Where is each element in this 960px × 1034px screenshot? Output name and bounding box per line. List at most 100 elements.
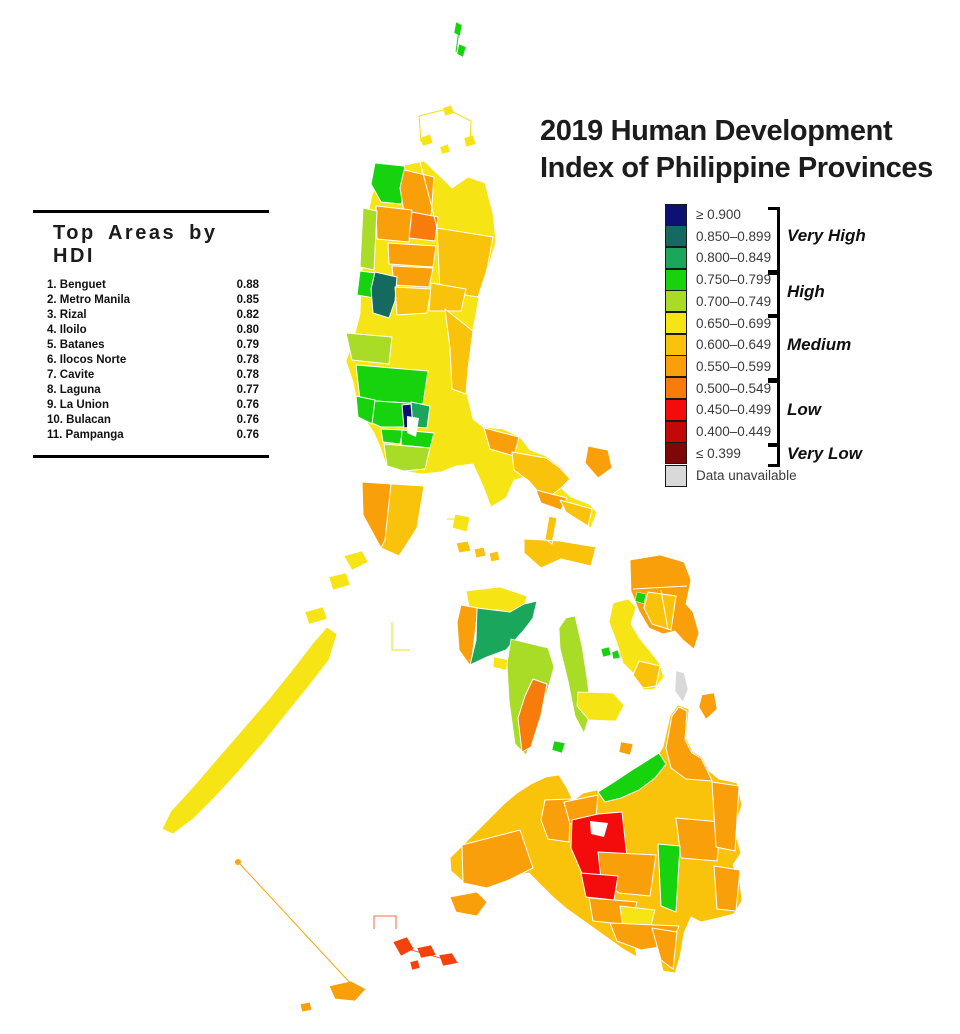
legend-label: 0.500–0.549 (696, 380, 772, 396)
legend-swatch (665, 246, 687, 269)
region-babuyan-islands (419, 104, 477, 155)
area-name: 6. Ilocos Norte (47, 354, 127, 366)
legend-label: 0.550–0.599 (696, 358, 772, 374)
title-line-2: Index of Philippine Provinces (540, 152, 933, 184)
region-benguet (370, 271, 398, 319)
legend-swatch (665, 225, 687, 248)
region-pangasinan (345, 332, 393, 365)
region-occidental-mindoro (361, 481, 392, 549)
area-name: 10. Bulacan (47, 414, 111, 426)
legend-swatch (665, 290, 687, 313)
region-albay (535, 489, 568, 511)
area-name: 2. Metro Manila (47, 294, 131, 306)
area-name: 9. La Union (47, 399, 109, 411)
legend-label: 0.450–0.499 (696, 402, 772, 418)
region-mountain-province (387, 242, 437, 268)
legend-swatch (665, 377, 687, 400)
region-surigao-del-norte (665, 706, 713, 782)
legend-group-label: High (787, 282, 825, 301)
legend-label: 0.750–0.799 (696, 272, 772, 288)
legend-label: Data unavailable (696, 468, 797, 484)
table-row: 8. Laguna 0.77 (37, 383, 265, 398)
region-batangas (383, 443, 431, 472)
region-misamis-oriental (597, 752, 667, 803)
bracket-medium (768, 315, 780, 381)
region-abra (375, 205, 413, 243)
tawi-tawi-leader-dot (235, 859, 241, 865)
region-southern-leyte (632, 660, 661, 689)
legend-swatch (665, 268, 687, 291)
region-siquijor (551, 740, 566, 754)
panay-leader-line (391, 518, 461, 651)
region-sorsogon (559, 499, 593, 527)
area-name: 11. Pampanga (47, 429, 124, 441)
legend-swatch (665, 203, 687, 226)
region-nueva-vizcaya (394, 286, 432, 316)
legend-label: ≥ 0.900 (696, 207, 741, 222)
table-row: 10. Bulacan 0.76 (37, 413, 265, 428)
region-misamis-occidental (540, 798, 572, 843)
legend-group-label: Low (787, 400, 821, 419)
legend-item: 0.450–0.499 (665, 398, 772, 421)
area-value: 0.80 (236, 324, 259, 336)
region-basilan (449, 891, 488, 917)
table-row: 6. Ilocos Norte 0.78 (37, 353, 265, 368)
region-palawan (161, 626, 338, 835)
area-value: 0.76 (236, 429, 259, 441)
legend-item: 0.600–0.649 (665, 333, 771, 356)
table-row: 3. Rizal 0.82 (37, 308, 265, 323)
region-iloilo (469, 600, 538, 666)
region-tawi-tawi (299, 980, 367, 1013)
region-samar-west (643, 591, 677, 631)
region-camarines-sur (511, 451, 571, 501)
region-ilocos-norte (370, 162, 410, 205)
legend-item: 0.800–0.849 (665, 246, 771, 269)
legend-label: 0.400–0.449 (696, 424, 772, 439)
bracket-very-low (768, 444, 780, 467)
legend-swatch (665, 398, 687, 421)
laguna-de-bay-lake (407, 416, 419, 437)
legend-swatch (665, 312, 687, 334)
region-surigao-del-sur (711, 781, 740, 852)
region-siargao (698, 692, 718, 720)
area-name: 8. Laguna (47, 384, 101, 396)
area-value: 0.85 (236, 294, 259, 306)
region-laguna (400, 429, 435, 449)
legend-group-label: Very Low (787, 444, 862, 463)
region-ifugao (391, 265, 434, 288)
legend-swatch (665, 464, 687, 487)
legend-item: ≥ 0.900 (665, 203, 741, 226)
region-calamian-islands (304, 550, 369, 625)
region-maguindanao (580, 872, 619, 901)
legend-group-label: Very High (787, 226, 866, 245)
area-value: 0.77 (236, 384, 259, 396)
region-kalinga (408, 211, 439, 242)
legend-label: 0.850–0.899 (696, 228, 772, 244)
region-masbate (523, 515, 597, 569)
table-row: 5. Batanes 0.79 (37, 338, 265, 353)
region-davao-de-oro (657, 843, 681, 913)
bracket-low (768, 380, 780, 446)
region-sulu (392, 936, 459, 971)
legend-label: 0.700–0.749 (696, 293, 772, 309)
area-name: 4. Iloilo (47, 324, 87, 336)
legend-item: 0.750–0.799 (665, 268, 772, 291)
region-ilocos-sur (359, 207, 378, 271)
region-davao-occidental (651, 927, 678, 970)
legend-item: 0.400–0.449 (665, 420, 772, 443)
babuyan-leader-line (418, 108, 472, 146)
table-row: 9. La Union 0.76 (37, 398, 265, 413)
bracket-very-high (768, 207, 780, 273)
legend-item: Data unavailable (665, 464, 797, 487)
region-cavite (380, 428, 404, 445)
region-isabela (436, 227, 494, 298)
legend-group-label: Medium (787, 335, 852, 354)
area-value: 0.76 (236, 414, 259, 426)
batanes-leader-line (455, 29, 460, 53)
region-bohol (576, 691, 625, 722)
area-value: 0.78 (236, 369, 259, 381)
legend-label: ≤ 0.399 (696, 445, 741, 461)
cagayan-internal-border (419, 161, 438, 229)
